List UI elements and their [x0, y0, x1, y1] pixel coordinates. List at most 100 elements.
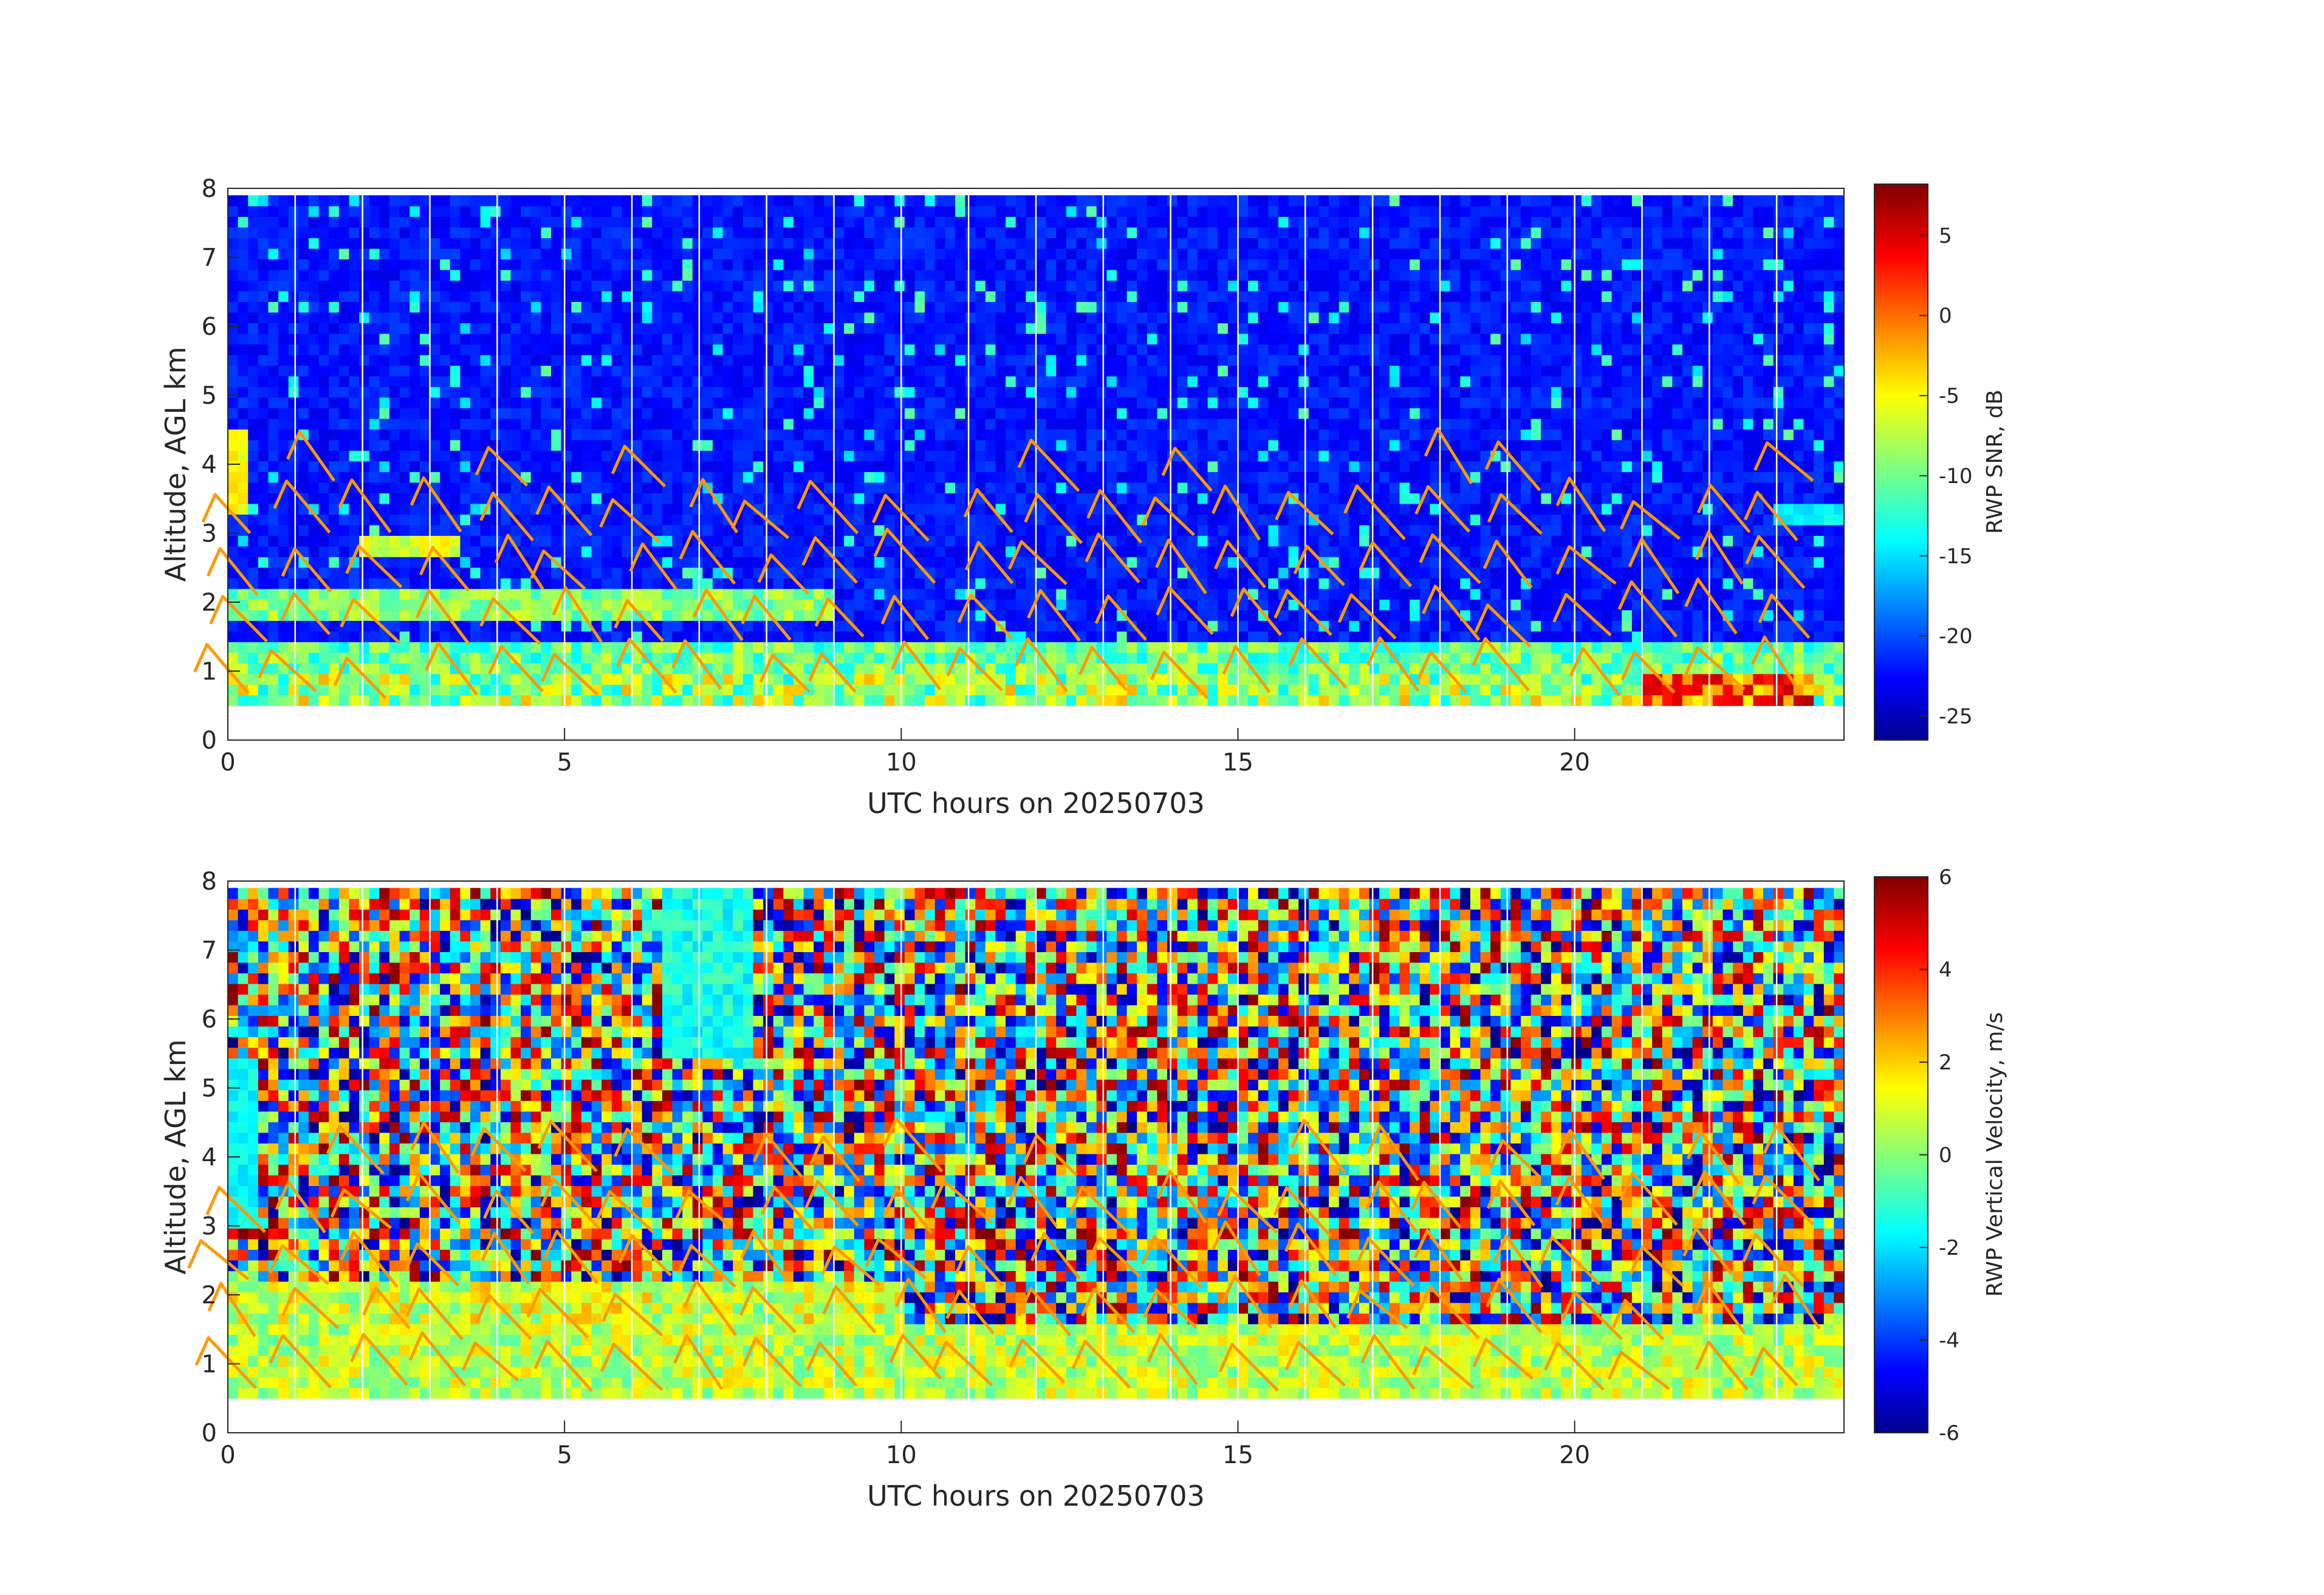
heatmap-cell	[278, 312, 289, 323]
heatmap-cell	[268, 620, 279, 632]
heatmap-cell	[389, 609, 400, 621]
heatmap-cell	[490, 439, 501, 451]
heatmap-cell	[510, 524, 521, 536]
heatmap-cell	[1218, 238, 1229, 249]
heatmap-cell	[834, 535, 845, 547]
heatmap-cell	[753, 439, 764, 451]
heatmap-cell	[1218, 365, 1229, 377]
heatmap-cell	[268, 609, 279, 621]
heatmap-cell	[419, 461, 431, 472]
heatmap-cell	[1167, 493, 1178, 504]
heatmap-cell	[874, 472, 885, 483]
heatmap-cell	[1036, 312, 1047, 323]
heatmap-cell	[1198, 269, 1208, 281]
heatmap-cell	[753, 301, 764, 313]
heatmap-cell	[763, 248, 774, 259]
heatmap-cell	[914, 408, 925, 419]
heatmap-cell	[591, 312, 602, 323]
heatmap-cell	[1258, 365, 1269, 377]
heatmap-cell	[1147, 684, 1158, 696]
heatmap-cell	[925, 695, 936, 706]
heatmap-cell	[541, 354, 552, 366]
heatmap-cell	[1238, 567, 1249, 578]
heatmap-cell	[1238, 673, 1249, 685]
heatmap-cell	[329, 609, 340, 621]
heatmap-cell	[1258, 450, 1269, 462]
heatmap-cell	[1248, 354, 1259, 366]
heatmap-cell	[430, 450, 440, 462]
heatmap-cell	[480, 578, 491, 589]
heatmap-cell	[399, 344, 410, 355]
heatmap-cell	[228, 238, 239, 249]
heatmap-cell	[1187, 301, 1198, 313]
heatmap-cell	[1207, 493, 1218, 504]
heatmap-cell	[309, 280, 320, 292]
heatmap-cell	[1167, 344, 1178, 355]
heatmap-cell	[1106, 631, 1117, 642]
heatmap-cell	[591, 588, 602, 600]
heatmap-cell	[450, 323, 461, 334]
heatmap-cell	[440, 376, 451, 387]
heatmap-cell	[702, 269, 713, 281]
heatmap-cell	[713, 588, 724, 600]
heatmap-cell	[1268, 663, 1279, 674]
heatmap-cell	[1227, 248, 1239, 259]
heatmap-cell	[844, 546, 855, 557]
heatmap-cell	[581, 535, 592, 547]
heatmap-cell	[450, 397, 461, 408]
heatmap-cell	[419, 578, 431, 589]
heatmap-cell	[934, 450, 945, 462]
heatmap-cell	[228, 365, 239, 377]
heatmap-cell	[1238, 344, 1249, 355]
heatmap-cell	[904, 472, 916, 483]
heatmap-cell	[1096, 695, 1107, 706]
heatmap-cell	[238, 472, 249, 483]
heatmap-cell	[1268, 695, 1279, 706]
heatmap-cell	[419, 365, 431, 377]
heatmap-cell	[369, 280, 380, 292]
heatmap-cell	[925, 259, 936, 270]
heatmap-cell	[753, 557, 764, 568]
heatmap-cell	[561, 238, 572, 249]
heatmap-cell	[228, 397, 239, 408]
heatmap-cell	[1238, 333, 1249, 345]
heatmap-cell	[1086, 323, 1097, 334]
heatmap-cell	[1026, 578, 1037, 589]
heatmap-cell	[500, 205, 512, 217]
heatmap-cell	[1056, 248, 1067, 259]
heatmap-cell	[1198, 642, 1208, 653]
heatmap-cell	[551, 376, 562, 387]
heatmap-cell	[955, 227, 966, 238]
heatmap-cell	[1207, 609, 1218, 621]
heatmap-cell	[794, 269, 804, 281]
heatmap-cell	[329, 333, 340, 345]
heatmap-cell	[844, 631, 855, 642]
heatmap-cell	[389, 386, 400, 398]
heatmap-cell	[1177, 323, 1188, 334]
heatmap-cell	[753, 323, 764, 334]
heatmap-cell	[258, 599, 269, 611]
heatmap-cell	[1198, 333, 1208, 345]
heatmap-cell	[955, 567, 966, 578]
heatmap-cell	[662, 333, 673, 345]
heatmap-cell	[914, 588, 925, 600]
heatmap-cell	[874, 663, 885, 674]
heatmap-cell	[611, 673, 622, 685]
heatmap-cell	[1258, 482, 1269, 493]
heatmap-cell	[318, 695, 329, 706]
heatmap-cell	[288, 376, 299, 387]
heatmap-cell	[672, 461, 683, 472]
heatmap-cell	[854, 493, 865, 504]
heatmap-cell	[298, 472, 309, 483]
heatmap-cell	[864, 546, 875, 557]
heatmap-cell	[945, 323, 956, 334]
heatmap-cell	[622, 248, 632, 259]
heatmap-cell	[278, 238, 289, 249]
heatmap-cell	[1238, 195, 1249, 207]
heatmap-cell	[965, 695, 976, 706]
heatmap-cell	[450, 439, 461, 451]
heatmap-cell	[722, 482, 733, 493]
heatmap-cell	[1015, 588, 1026, 600]
heatmap-cell	[1015, 567, 1026, 578]
heatmap-cell	[591, 652, 602, 664]
